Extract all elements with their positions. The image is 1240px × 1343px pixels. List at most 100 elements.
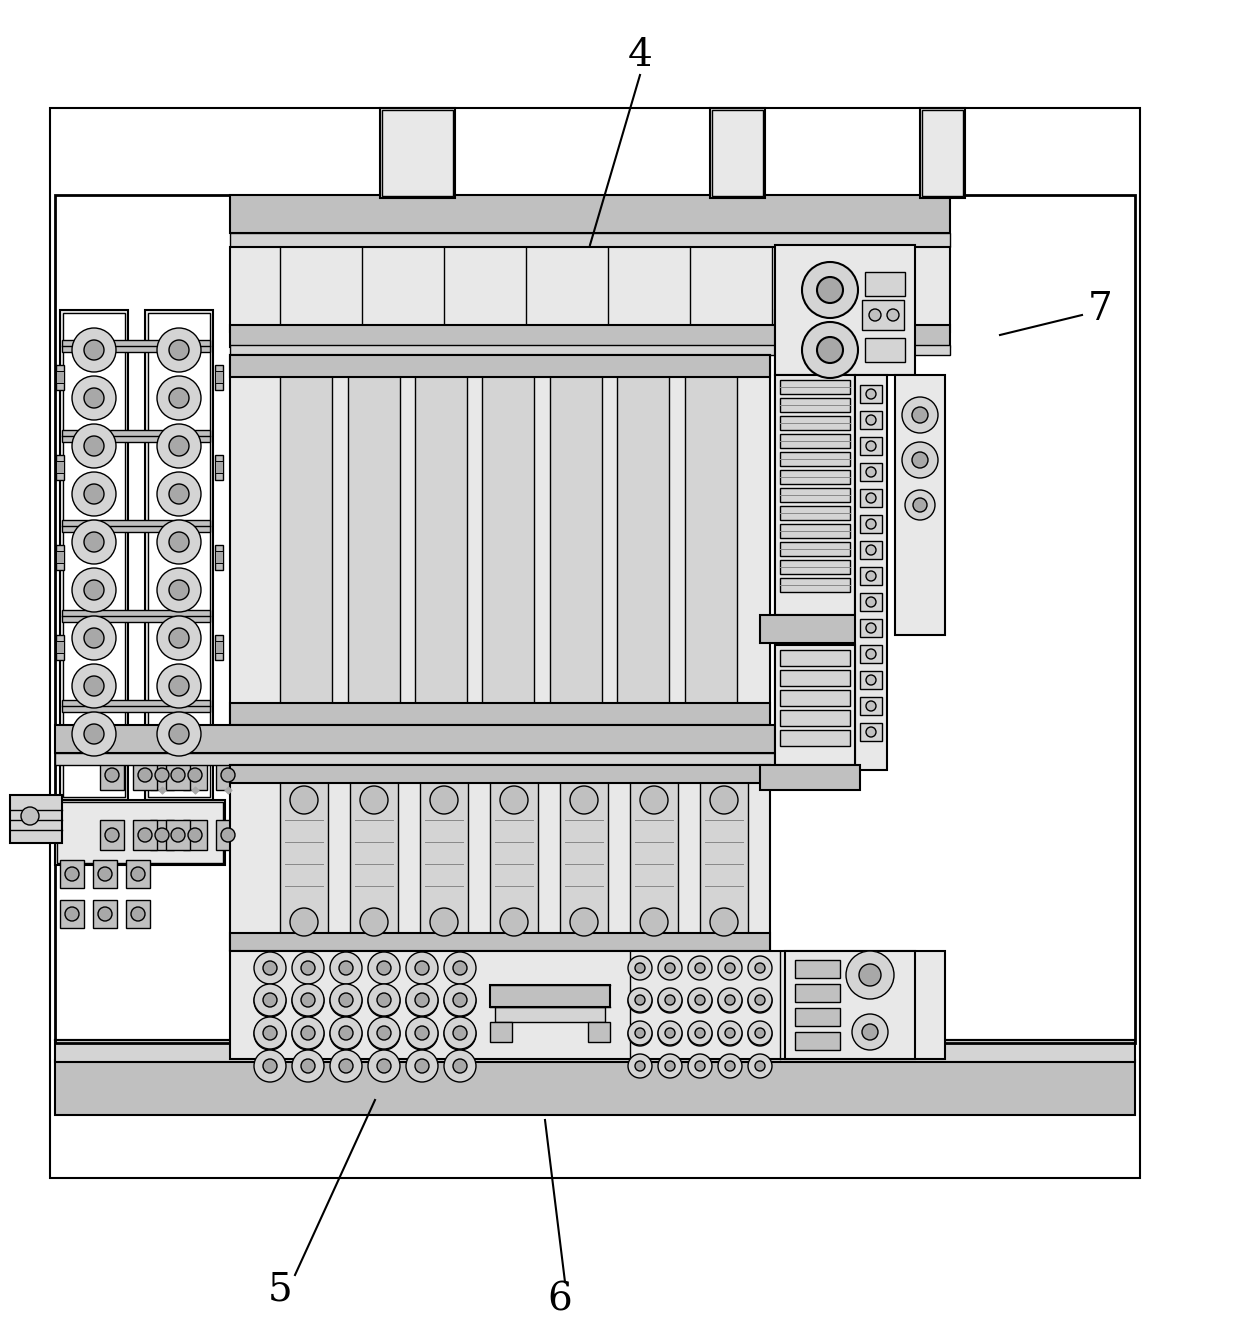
Bar — [10, 795, 62, 843]
Bar — [215, 365, 223, 389]
Circle shape — [640, 908, 668, 936]
Bar — [760, 615, 861, 643]
Circle shape — [755, 1061, 765, 1070]
Circle shape — [171, 829, 185, 842]
Circle shape — [405, 1050, 438, 1082]
Bar — [62, 340, 210, 352]
Circle shape — [72, 568, 117, 612]
Bar — [100, 821, 124, 850]
Bar — [215, 545, 223, 569]
Bar — [215, 551, 223, 563]
Bar — [780, 488, 849, 502]
Circle shape — [665, 997, 675, 1006]
Circle shape — [755, 1029, 765, 1039]
Bar — [712, 110, 763, 196]
Bar — [780, 416, 849, 430]
Circle shape — [748, 1022, 773, 1046]
Circle shape — [453, 994, 467, 1009]
Circle shape — [84, 340, 104, 360]
Bar — [795, 984, 839, 1002]
Circle shape — [635, 997, 645, 1006]
Bar — [133, 821, 157, 850]
Circle shape — [755, 963, 765, 972]
Circle shape — [330, 1017, 362, 1049]
Circle shape — [748, 988, 773, 1013]
Bar — [861, 489, 882, 508]
Bar — [379, 107, 455, 197]
Circle shape — [866, 676, 875, 685]
Circle shape — [718, 988, 742, 1013]
Circle shape — [291, 1017, 324, 1049]
Circle shape — [330, 984, 362, 1017]
Bar — [216, 760, 241, 790]
Bar — [133, 760, 157, 790]
Circle shape — [866, 727, 875, 737]
Circle shape — [444, 984, 476, 1017]
Circle shape — [802, 262, 858, 318]
Circle shape — [658, 1022, 682, 1046]
Circle shape — [817, 337, 843, 363]
Bar — [280, 775, 329, 943]
Circle shape — [866, 545, 875, 555]
Bar — [229, 355, 770, 377]
Bar — [166, 760, 190, 790]
Bar — [100, 760, 124, 790]
Circle shape — [665, 1029, 675, 1039]
Bar — [56, 371, 64, 383]
Bar — [50, 107, 1140, 1178]
Circle shape — [171, 768, 185, 782]
Circle shape — [221, 829, 236, 842]
Bar — [62, 520, 210, 532]
Bar — [420, 775, 467, 943]
Bar — [215, 641, 223, 653]
Circle shape — [635, 1029, 645, 1039]
Circle shape — [368, 984, 401, 1017]
Circle shape — [718, 1021, 742, 1045]
Circle shape — [84, 629, 104, 649]
Circle shape — [415, 994, 429, 1009]
Circle shape — [862, 1023, 878, 1039]
Bar — [215, 455, 223, 479]
Circle shape — [627, 988, 652, 1013]
Bar — [560, 775, 608, 943]
Circle shape — [866, 493, 875, 504]
Bar — [184, 821, 207, 850]
Bar — [780, 470, 849, 483]
Bar — [861, 463, 882, 481]
Circle shape — [665, 963, 675, 972]
Circle shape — [444, 1017, 476, 1049]
Circle shape — [301, 994, 315, 1009]
Circle shape — [169, 388, 188, 408]
Bar — [780, 710, 849, 727]
Circle shape — [415, 962, 429, 975]
Bar — [229, 702, 770, 725]
Circle shape — [105, 768, 119, 782]
Bar — [795, 960, 839, 978]
Circle shape — [444, 1018, 476, 1050]
Point — [153, 779, 172, 800]
Circle shape — [748, 988, 773, 1013]
Bar — [785, 951, 915, 1060]
Bar — [780, 670, 849, 686]
Circle shape — [263, 1026, 277, 1039]
Circle shape — [635, 1061, 645, 1070]
Circle shape — [817, 277, 843, 304]
Bar — [56, 641, 64, 653]
Bar — [62, 430, 210, 442]
Circle shape — [415, 992, 429, 1007]
Bar — [780, 560, 849, 573]
Bar — [215, 371, 223, 383]
Circle shape — [901, 442, 937, 478]
Circle shape — [330, 952, 362, 984]
Circle shape — [694, 997, 706, 1006]
Circle shape — [627, 988, 652, 1013]
Circle shape — [405, 1017, 438, 1049]
Circle shape — [368, 1017, 401, 1049]
Bar — [55, 725, 830, 753]
Circle shape — [415, 1027, 429, 1041]
Bar — [862, 299, 904, 330]
Circle shape — [711, 786, 738, 814]
Circle shape — [453, 992, 467, 1007]
Circle shape — [188, 768, 202, 782]
Circle shape — [301, 992, 315, 1007]
